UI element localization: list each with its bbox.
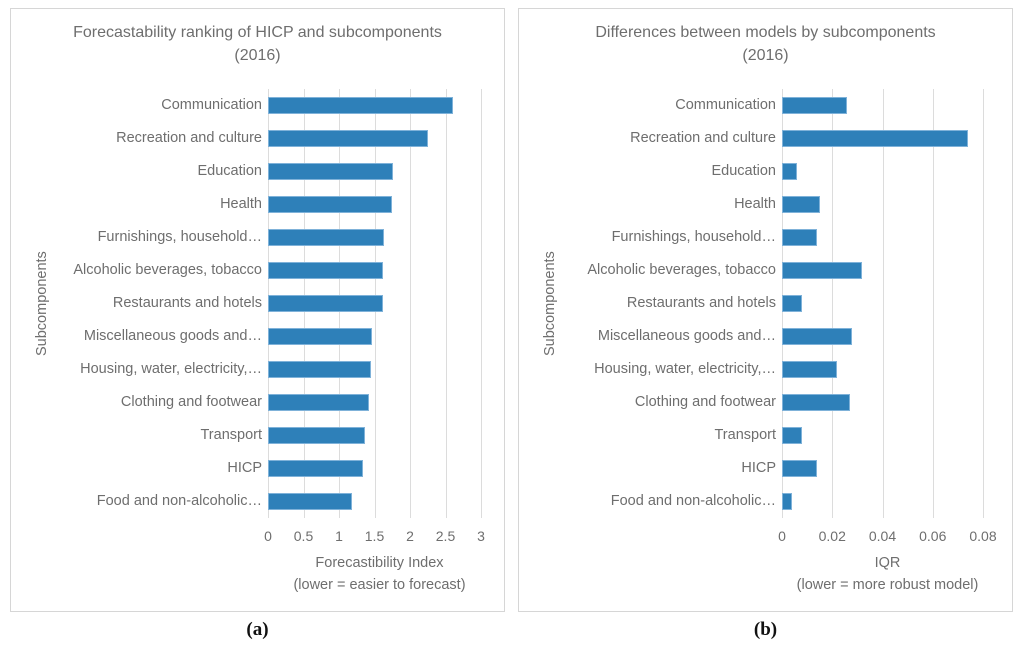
bar-communication bbox=[782, 97, 848, 114]
category-label: Furnishings, household… bbox=[611, 229, 776, 245]
x-tick-label: 2.5 bbox=[435, 528, 456, 544]
x-axis-title: IQR (lower = more robust model) bbox=[782, 552, 993, 596]
category-label: Alcoholic beverages, tobacco bbox=[587, 262, 776, 278]
category-label: Housing, water, electricity,… bbox=[594, 361, 776, 377]
bar-food-and-non-alcoholic bbox=[782, 493, 793, 510]
x-tick-label: 0.06 bbox=[919, 528, 947, 544]
category-label: Restaurants and hotels bbox=[112, 295, 262, 311]
caption-a: (a) bbox=[246, 619, 269, 640]
chart-title-text: Differences between models by subcompone… bbox=[595, 24, 936, 41]
x-tick-label: 0 bbox=[778, 528, 786, 544]
x-tick-label: 0 bbox=[264, 528, 272, 544]
x-axis-title: Forecastibility Index (lower = easier to… bbox=[268, 552, 491, 596]
bar-transport bbox=[268, 427, 365, 444]
gridline bbox=[932, 89, 934, 518]
x-tick-label: 1 bbox=[335, 528, 343, 544]
chart-subtitle-text: (2016) bbox=[742, 47, 789, 64]
chart-title: Forecastability ranking of HICP and subc… bbox=[21, 21, 494, 67]
x-axis-note-text: (lower = more robust model) bbox=[796, 577, 979, 593]
bar-furnishings-household bbox=[268, 229, 385, 246]
bar-restaurants-and-hotels bbox=[268, 295, 384, 312]
bar-education bbox=[782, 163, 798, 180]
bar-clothing-and-footwear bbox=[268, 394, 369, 411]
category-label: HICP bbox=[741, 460, 776, 476]
category-label: Furnishings, household… bbox=[97, 229, 262, 245]
category-label: Clothing and footwear bbox=[634, 394, 776, 410]
bar-food-and-non-alcoholic bbox=[268, 493, 353, 510]
x-tick-label: 1.5 bbox=[364, 528, 385, 544]
bar-restaurants-and-hotels bbox=[782, 295, 803, 312]
category-label: Miscellaneous goods and… bbox=[597, 328, 776, 344]
gridline bbox=[445, 89, 447, 518]
category-label: Transport bbox=[714, 427, 776, 443]
x-axis-title-text: IQR bbox=[874, 555, 901, 571]
bar-recreation-and-culture bbox=[268, 130, 428, 147]
x-tick-label: 0.5 bbox=[293, 528, 314, 544]
bar-education bbox=[268, 163, 393, 180]
bar-recreation-and-culture bbox=[782, 130, 968, 147]
x-tick-label: 3 bbox=[477, 528, 485, 544]
category-label: Housing, water, electricity,… bbox=[80, 361, 262, 377]
caption-b: (b) bbox=[753, 619, 778, 640]
x-axis-title-text: Forecastibility Index bbox=[315, 555, 444, 571]
category-label: Alcoholic beverages, tobacco bbox=[73, 262, 262, 278]
bar-furnishings-household bbox=[782, 229, 818, 246]
x-tick-label: 0.08 bbox=[969, 528, 997, 544]
category-label: Communication bbox=[161, 97, 262, 113]
category-label: Education bbox=[711, 163, 777, 179]
bar-housing-water-electricity bbox=[782, 361, 838, 378]
bar-health bbox=[268, 196, 392, 213]
bar-housing-water-electricity bbox=[268, 361, 371, 378]
category-label: Food and non-alcoholic… bbox=[610, 493, 776, 509]
bar-miscellaneous-goods-and bbox=[782, 328, 853, 345]
gridline bbox=[882, 89, 884, 518]
chart-panel-b: Differences between models by subcompone… bbox=[518, 8, 1013, 612]
bar-transport bbox=[782, 427, 803, 444]
plot-area: 0 0.5 1 1.5 2 2.5 3 bbox=[264, 89, 491, 544]
bar-hicp bbox=[782, 460, 818, 477]
x-tick-label: 2 bbox=[406, 528, 414, 544]
category-label: Transport bbox=[200, 427, 262, 443]
category-label: Health bbox=[220, 196, 262, 212]
bar-alcoholic-beverages-tobacco bbox=[268, 262, 384, 279]
category-axis: Communication Recreation and culture Educa… bbox=[11, 89, 262, 518]
x-axis-note-text: (lower = easier to forecast) bbox=[293, 577, 466, 593]
bar-communication bbox=[268, 97, 453, 114]
gridline bbox=[832, 89, 834, 518]
bar-clothing-and-footwear bbox=[782, 394, 850, 411]
category-label: Education bbox=[197, 163, 263, 179]
category-axis: Communication Recreation and culture Educa… bbox=[519, 89, 776, 518]
category-label: Miscellaneous goods and… bbox=[83, 328, 262, 344]
chart-panel-a: Forecastability ranking of HICP and subc… bbox=[10, 8, 505, 612]
category-label: HICP bbox=[227, 460, 262, 476]
figure-b: Differences between models by subcompone… bbox=[518, 8, 1013, 641]
figure-a: Forecastability ranking of HICP and subc… bbox=[10, 8, 505, 641]
bar-health bbox=[782, 196, 820, 213]
bar-hicp bbox=[268, 460, 364, 477]
category-label: Food and non-alcoholic… bbox=[96, 493, 262, 509]
chart-title: Differences between models by subcompone… bbox=[529, 21, 1002, 67]
chart-subtitle-text: (2016) bbox=[234, 47, 281, 64]
category-label: Restaurants and hotels bbox=[626, 295, 776, 311]
category-label: Recreation and culture bbox=[116, 130, 262, 146]
bar-miscellaneous-goods-and bbox=[268, 328, 372, 345]
x-tick-label: 0.04 bbox=[868, 528, 897, 544]
category-label: Recreation and culture bbox=[630, 130, 776, 146]
x-tick-label: 0.02 bbox=[818, 528, 846, 544]
chart-title-text: Forecastability ranking of HICP and subc… bbox=[73, 24, 442, 41]
gridline bbox=[481, 89, 482, 518]
bar-alcoholic-beverages-tobacco bbox=[782, 262, 863, 279]
gridline bbox=[410, 89, 411, 518]
gridline bbox=[983, 89, 984, 518]
category-label: Communication bbox=[675, 97, 776, 113]
category-label: Health bbox=[734, 196, 776, 212]
category-label: Clothing and footwear bbox=[120, 394, 262, 410]
plot-area: 0 0.02 0.04 0.06 0.08 bbox=[778, 89, 997, 544]
